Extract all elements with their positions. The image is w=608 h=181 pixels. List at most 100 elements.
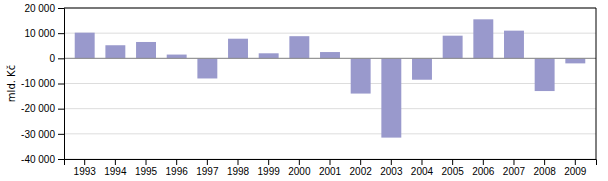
x-tick-label: 1998	[227, 166, 250, 177]
x-axis: 1993 1994 1995 1996 1997 1998 1999 2000 2001 2002…	[65, 159, 597, 177]
chart: -40 000 -30 000 -20 000 -10 000 0 10 000 20 00…	[0, 0, 608, 181]
grid-line	[64, 83, 596, 84]
x-tick-mark	[238, 159, 239, 165]
x-tick-mark	[84, 159, 85, 165]
x-tick-mark	[483, 159, 484, 165]
y-tick: 10 000	[24, 28, 64, 39]
frame-top	[64, 8, 596, 9]
bar	[136, 42, 156, 58]
x-tick-mark	[391, 159, 392, 165]
x-tick: 2007	[503, 159, 526, 177]
x-tick-label: 2001	[319, 166, 342, 177]
x-tick: 2006	[472, 159, 495, 177]
bar	[259, 53, 279, 58]
y-tick-mark	[58, 33, 64, 34]
y-tick-mark	[58, 134, 64, 135]
x-tick: 1995	[135, 159, 158, 177]
x-tick-label: 2005	[442, 166, 465, 177]
bar	[197, 58, 217, 78]
grid-line	[64, 108, 596, 109]
x-tick-mark	[115, 159, 116, 165]
y-axis: -40 000 -30 000 -20 000 -10 000 0 10 000 20 00…	[21, 3, 64, 165]
x-tick: 2008	[534, 159, 557, 177]
bar	[105, 45, 125, 58]
x-tick-label: 2009	[564, 166, 587, 177]
x-tick-mark	[146, 159, 147, 165]
bar	[75, 33, 95, 59]
x-tick-label: 1997	[196, 166, 219, 177]
grid	[64, 8, 596, 159]
y-tick: -30 000	[21, 129, 64, 140]
y-tick-label: 10 000	[24, 28, 55, 39]
x-tick: 1996	[166, 159, 189, 177]
x-tick: 1997	[196, 159, 219, 177]
x-tick-label: 2000	[288, 166, 311, 177]
y-tick: -10 000	[21, 78, 64, 89]
x-tick-mark	[544, 159, 545, 165]
y-tick-label: -10 000	[21, 78, 55, 89]
x-tick-mark	[513, 159, 514, 165]
bar	[381, 58, 401, 137]
x-tick-label: 2007	[503, 166, 526, 177]
x-tick: 1999	[258, 159, 281, 177]
bar	[473, 19, 493, 58]
x-tick-label: 2008	[534, 166, 557, 177]
x-tick: 2003	[380, 159, 403, 177]
x-tick-label: 1994	[104, 166, 127, 177]
x-tick-mark	[421, 159, 422, 165]
x-tick-mark	[207, 159, 208, 165]
y-tick-mark	[58, 109, 64, 110]
y-tick: -40 000	[21, 154, 64, 165]
y-tick-label: 0	[49, 53, 55, 64]
x-tick: 1998	[227, 159, 250, 177]
y-tick-mark	[58, 159, 64, 160]
bar	[443, 36, 463, 59]
grid-line	[64, 58, 596, 59]
plot: -40 000 -30 000 -20 000 -10 000 0 10 000 20 00…	[21, 3, 596, 177]
x-tick-mark	[268, 159, 269, 165]
y-tick-label: 20 000	[24, 3, 55, 14]
x-tick: 1993	[74, 159, 97, 177]
frame-right	[596, 8, 597, 159]
x-tick-label: 1996	[166, 166, 189, 177]
bars	[75, 19, 586, 137]
x-tick-mark	[575, 159, 576, 165]
zero-line	[64, 58, 596, 59]
y-tick: 20 000	[24, 3, 64, 14]
grid-line	[64, 133, 596, 134]
x-tick: 2001	[319, 159, 342, 177]
y-tick-label: -40 000	[21, 154, 55, 165]
x-tick-mark	[452, 159, 453, 165]
x-tick: 1994	[104, 159, 127, 177]
bar	[565, 58, 585, 63]
y-tick-mark	[58, 84, 64, 85]
y-tick-label: -30 000	[21, 129, 55, 140]
x-axis-line	[65, 160, 597, 166]
bar	[504, 31, 524, 59]
y-tick: -20 000	[21, 103, 64, 114]
y-axis-title: mld. Kč	[6, 65, 17, 102]
y-tick: 0	[49, 53, 64, 64]
x-tick-mark	[360, 159, 361, 165]
x-tick: 2002	[350, 159, 373, 177]
y-axis-line	[58, 9, 65, 160]
bar	[412, 58, 432, 79]
x-tick: 2000	[288, 159, 311, 177]
grid-line	[64, 8, 596, 9]
x-tick-mark	[176, 159, 177, 165]
y-tick-mark	[58, 8, 64, 9]
x-tick-label: 2003	[380, 166, 403, 177]
x-tick-label: 1993	[74, 166, 97, 177]
x-tick-label: 1999	[258, 166, 281, 177]
x-tick-label: 1995	[135, 166, 158, 177]
bar	[167, 55, 187, 59]
bar	[535, 58, 555, 91]
x-tick-mark	[299, 159, 300, 165]
y-tick-mark	[58, 58, 64, 59]
x-tick-label: 2006	[472, 166, 495, 177]
bar	[320, 52, 340, 58]
x-tick: 2005	[442, 159, 465, 177]
x-tick-label: 2004	[411, 166, 434, 177]
x-tick: 2004	[411, 159, 434, 177]
x-tick-label: 2002	[350, 166, 373, 177]
